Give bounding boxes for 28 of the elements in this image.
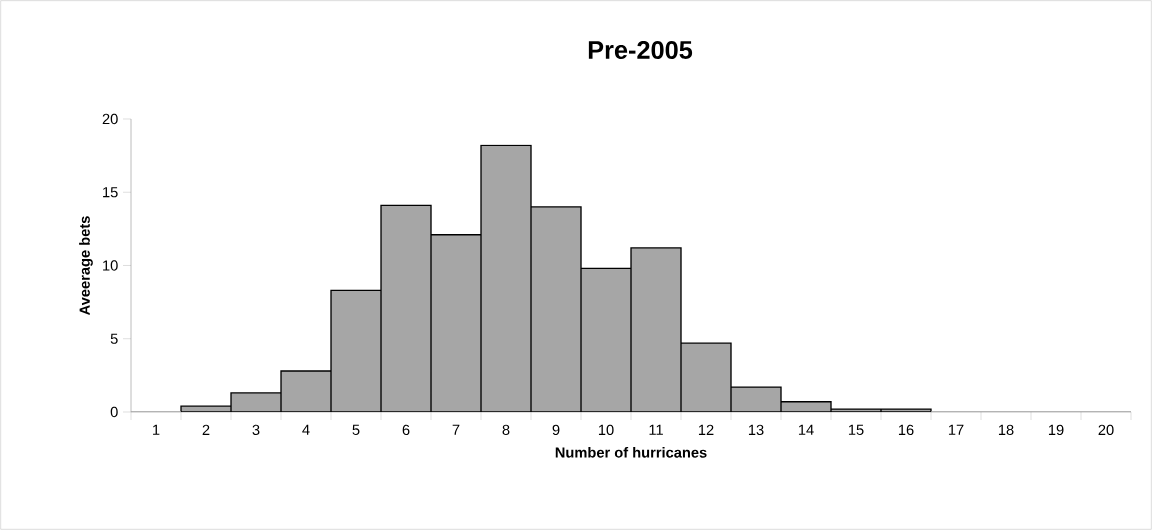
y-tick-label: 10 bbox=[103, 260, 118, 271]
y-tick-label: 0 bbox=[110, 406, 118, 418]
x-tick-label: 6 bbox=[402, 424, 410, 436]
x-tick-label: 20 bbox=[1098, 424, 1114, 436]
x-tick-label: 11 bbox=[649, 424, 663, 435]
x-tick-label: 1 bbox=[153, 424, 160, 435]
x-tick-label: 15 bbox=[848, 424, 864, 435]
x-tick-label: 4 bbox=[302, 424, 310, 435]
y-tick-label: 5 bbox=[110, 333, 118, 344]
x-tick-label: 16 bbox=[898, 424, 914, 436]
x-tick-label: 5 bbox=[352, 424, 360, 435]
x-tick-label: 13 bbox=[748, 424, 764, 436]
y-tick-label: 15 bbox=[103, 187, 118, 198]
y-tick-label: 20 bbox=[102, 113, 118, 125]
x-tick-label: 19 bbox=[1048, 424, 1064, 436]
x-tick-label: 7 bbox=[452, 424, 460, 435]
x-tick-label: 14 bbox=[798, 424, 814, 435]
x-tick-label: 8 bbox=[502, 424, 510, 436]
x-tick-label: 10 bbox=[598, 424, 614, 436]
chart-title: Pre-2005 bbox=[588, 41, 693, 59]
x-axis-title: Number of hurricanes bbox=[555, 446, 707, 458]
x-tick-label: 2 bbox=[202, 424, 210, 435]
x-tick-label: 12 bbox=[698, 424, 714, 435]
x-tick-label: 18 bbox=[998, 424, 1014, 436]
y-axis-title: Aveerage bets bbox=[79, 216, 93, 315]
x-tick-label: 3 bbox=[252, 424, 260, 436]
x-tick-label: 9 bbox=[552, 424, 560, 436]
x-tick-label: 17 bbox=[948, 424, 964, 435]
